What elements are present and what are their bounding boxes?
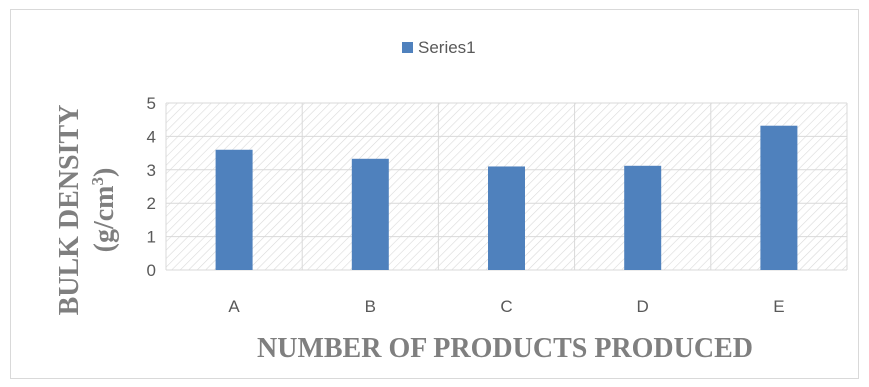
bar-c xyxy=(488,166,525,270)
x-tick-label: E xyxy=(773,297,784,316)
bar-b xyxy=(351,158,389,270)
x-axis-title: NUMBER OF PRODUCTS PRODUCED xyxy=(257,333,753,364)
y-tick-label: 2 xyxy=(147,194,156,213)
legend-swatch xyxy=(402,42,413,53)
y-tick-label: 4 xyxy=(147,127,156,146)
bar-series xyxy=(215,125,798,270)
y-axis-ticks: 0 1 2 3 4 5 xyxy=(147,94,156,280)
bar-d xyxy=(624,165,662,270)
bar-e xyxy=(760,125,798,270)
legend: Series1 xyxy=(402,38,476,57)
x-tick-label: C xyxy=(500,297,512,316)
y-axis-title: BULK DENSITY (g/cm3) xyxy=(54,105,120,316)
y-tick-label: 0 xyxy=(147,261,156,280)
x-tick-label: A xyxy=(228,297,240,316)
y-axis-title-line2: (g/cm3) xyxy=(88,168,120,253)
y-tick-label: 5 xyxy=(147,94,156,113)
y-tick-label: 3 xyxy=(147,161,156,180)
x-tick-label: B xyxy=(365,297,376,316)
y-tick-label: 1 xyxy=(147,228,156,247)
x-tick-label: D xyxy=(637,297,649,316)
bar-a xyxy=(215,149,253,270)
x-axis-ticks: A B C D E xyxy=(228,297,784,316)
y-axis-title-line1: BULK DENSITY xyxy=(54,105,85,316)
legend-label: Series1 xyxy=(418,38,476,57)
